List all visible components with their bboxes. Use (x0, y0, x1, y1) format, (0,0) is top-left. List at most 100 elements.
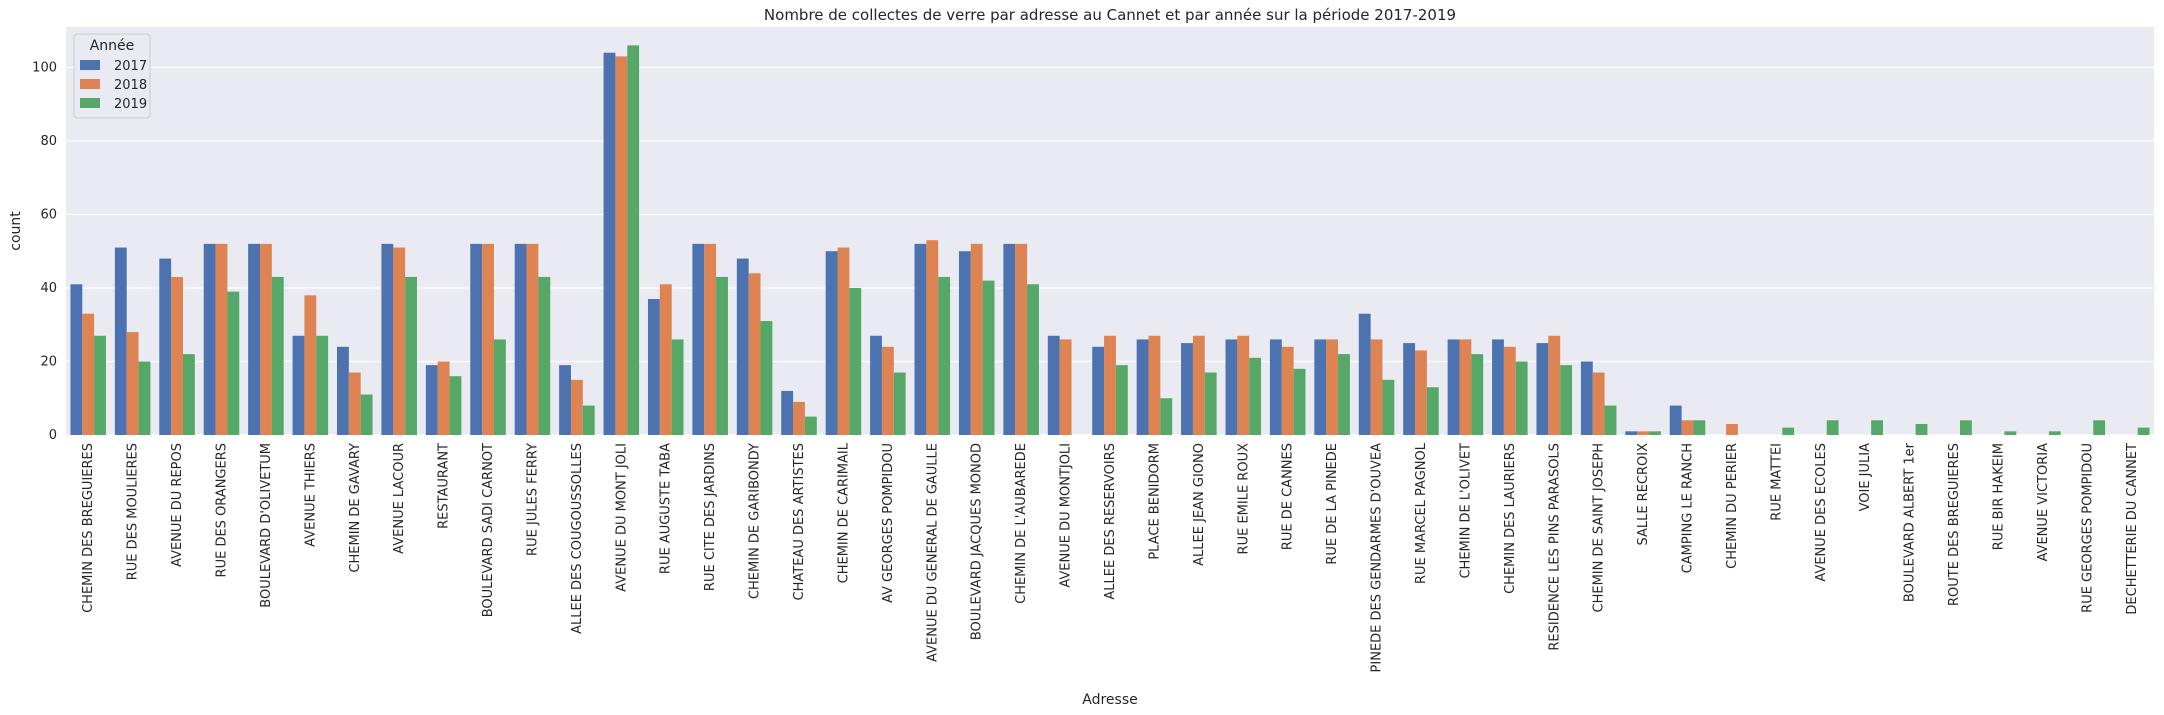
bar (627, 45, 640, 435)
bar (2093, 420, 2106, 435)
x-tick-label: RUE CITE DES JARDINS (703, 443, 718, 591)
bar (716, 276, 728, 435)
bar (1181, 343, 1193, 435)
bar (1104, 335, 1116, 435)
bar (615, 56, 628, 436)
bar (1027, 284, 1039, 435)
bar (482, 243, 494, 435)
bar (1269, 339, 1282, 435)
legend: Année 2017 2018 2019 (73, 33, 151, 119)
bar (437, 361, 450, 435)
bar (1382, 379, 1395, 435)
bar (1204, 372, 1217, 435)
bar (2137, 427, 2150, 435)
bar (2048, 431, 2061, 435)
bar (360, 394, 373, 435)
bar (881, 346, 894, 435)
bar (938, 276, 951, 435)
y-tick-label: 20 (40, 354, 57, 369)
bar (2004, 431, 2017, 435)
bar (171, 276, 183, 435)
bar (215, 243, 228, 435)
bar (893, 372, 906, 435)
legend-label: 2018 (114, 78, 147, 93)
bar (1148, 335, 1161, 435)
bar (1782, 427, 1795, 435)
x-tick-label: CHEMIN DE CARIMAIL (836, 442, 851, 583)
bar (304, 295, 317, 435)
x-tick-label: AVENUE VICTORIA (2036, 443, 2051, 562)
bar (982, 280, 995, 435)
bar (336, 346, 349, 435)
x-tick-label: ALLEE DES RESERVOIRS (1103, 443, 1118, 600)
bar (958, 251, 971, 435)
bar (393, 247, 406, 435)
bar (748, 273, 761, 435)
bar (1592, 372, 1605, 435)
x-tick-label: ALLEE JEAN GIONO (1192, 443, 1207, 566)
bar (793, 401, 805, 435)
bar (1580, 361, 1593, 435)
legend-entries: 2017 2018 2019 (80, 59, 147, 112)
bar (449, 376, 462, 435)
legend-swatch (80, 79, 100, 89)
bar (1237, 335, 1250, 435)
x-tick-label: RUE JULES FERRY (525, 443, 540, 556)
x-tick-label: DECHETTERIE DU CANNET (2125, 443, 2140, 615)
legend-frame (73, 33, 151, 119)
bar (1459, 339, 1472, 435)
x-tick-labels: CHEMIN DES BREGUIERES RUE DES MOULIERES AV… (81, 442, 2140, 672)
bar (804, 416, 817, 435)
x-tick-label: RUE AUGUSTE TABA (659, 443, 674, 574)
bar (259, 243, 272, 435)
bar (1492, 339, 1504, 435)
bar (138, 361, 151, 435)
bar (292, 335, 305, 435)
bar (526, 243, 539, 435)
bar (692, 243, 705, 435)
bar (825, 251, 838, 435)
bar (348, 372, 361, 435)
bar (970, 243, 983, 435)
x-tick-label: ROUTE DES BREGUIERES (1947, 443, 1962, 606)
bars (70, 45, 2150, 436)
x-tick-label: AVENUE DU GENERAL DE GAULLE (925, 443, 940, 662)
bar (1471, 354, 1484, 435)
chart-title: Nombre de collectes de verre par adresse… (764, 6, 1456, 24)
bar (1503, 346, 1516, 435)
x-axis-title: Adresse (1082, 692, 1137, 708)
bar (159, 258, 172, 435)
bar (671, 339, 684, 435)
legend-title: Année (90, 38, 135, 54)
x-tick-label: AVENUE DU REPOS (170, 443, 185, 567)
bar (870, 335, 882, 435)
bar (203, 243, 216, 435)
bar (227, 291, 240, 435)
legend-swatch (80, 98, 100, 108)
bar (1293, 368, 1306, 435)
bar (1625, 431, 1638, 435)
bar (126, 332, 139, 435)
bar (559, 365, 571, 435)
bar (1358, 313, 1371, 435)
x-tick-label: BOULEVARD D'OLIVETUM (259, 443, 274, 608)
x-tick-label: CHEMIN DE GAVARY (348, 443, 363, 573)
bar (1059, 339, 1072, 435)
bar (1192, 335, 1205, 435)
bar (1515, 361, 1528, 435)
bar (1003, 243, 1016, 435)
x-tick-label: SALLE RECROIX (1636, 443, 1651, 546)
bar (1560, 365, 1573, 435)
y-tick-label: 80 (40, 134, 57, 149)
y-tick-label: 100 (32, 60, 57, 75)
x-tick-label: CHEMIN DE L'OLIVET (1458, 443, 1473, 579)
y-tick-labels: 0 20 40 60 80 100 (32, 60, 57, 443)
x-tick-label: RUE MATTEI (1769, 443, 1784, 521)
bar (760, 321, 773, 435)
bar (1604, 405, 1617, 435)
bar (1092, 346, 1105, 435)
bar (1249, 357, 1262, 435)
x-tick-label: AV GEORGES POMPIDOU (881, 443, 896, 603)
x-tick-label: CHEMIN DU PERIER (1725, 443, 1740, 569)
x-tick-label: RUE BIR HAKEIM (1992, 443, 2007, 550)
